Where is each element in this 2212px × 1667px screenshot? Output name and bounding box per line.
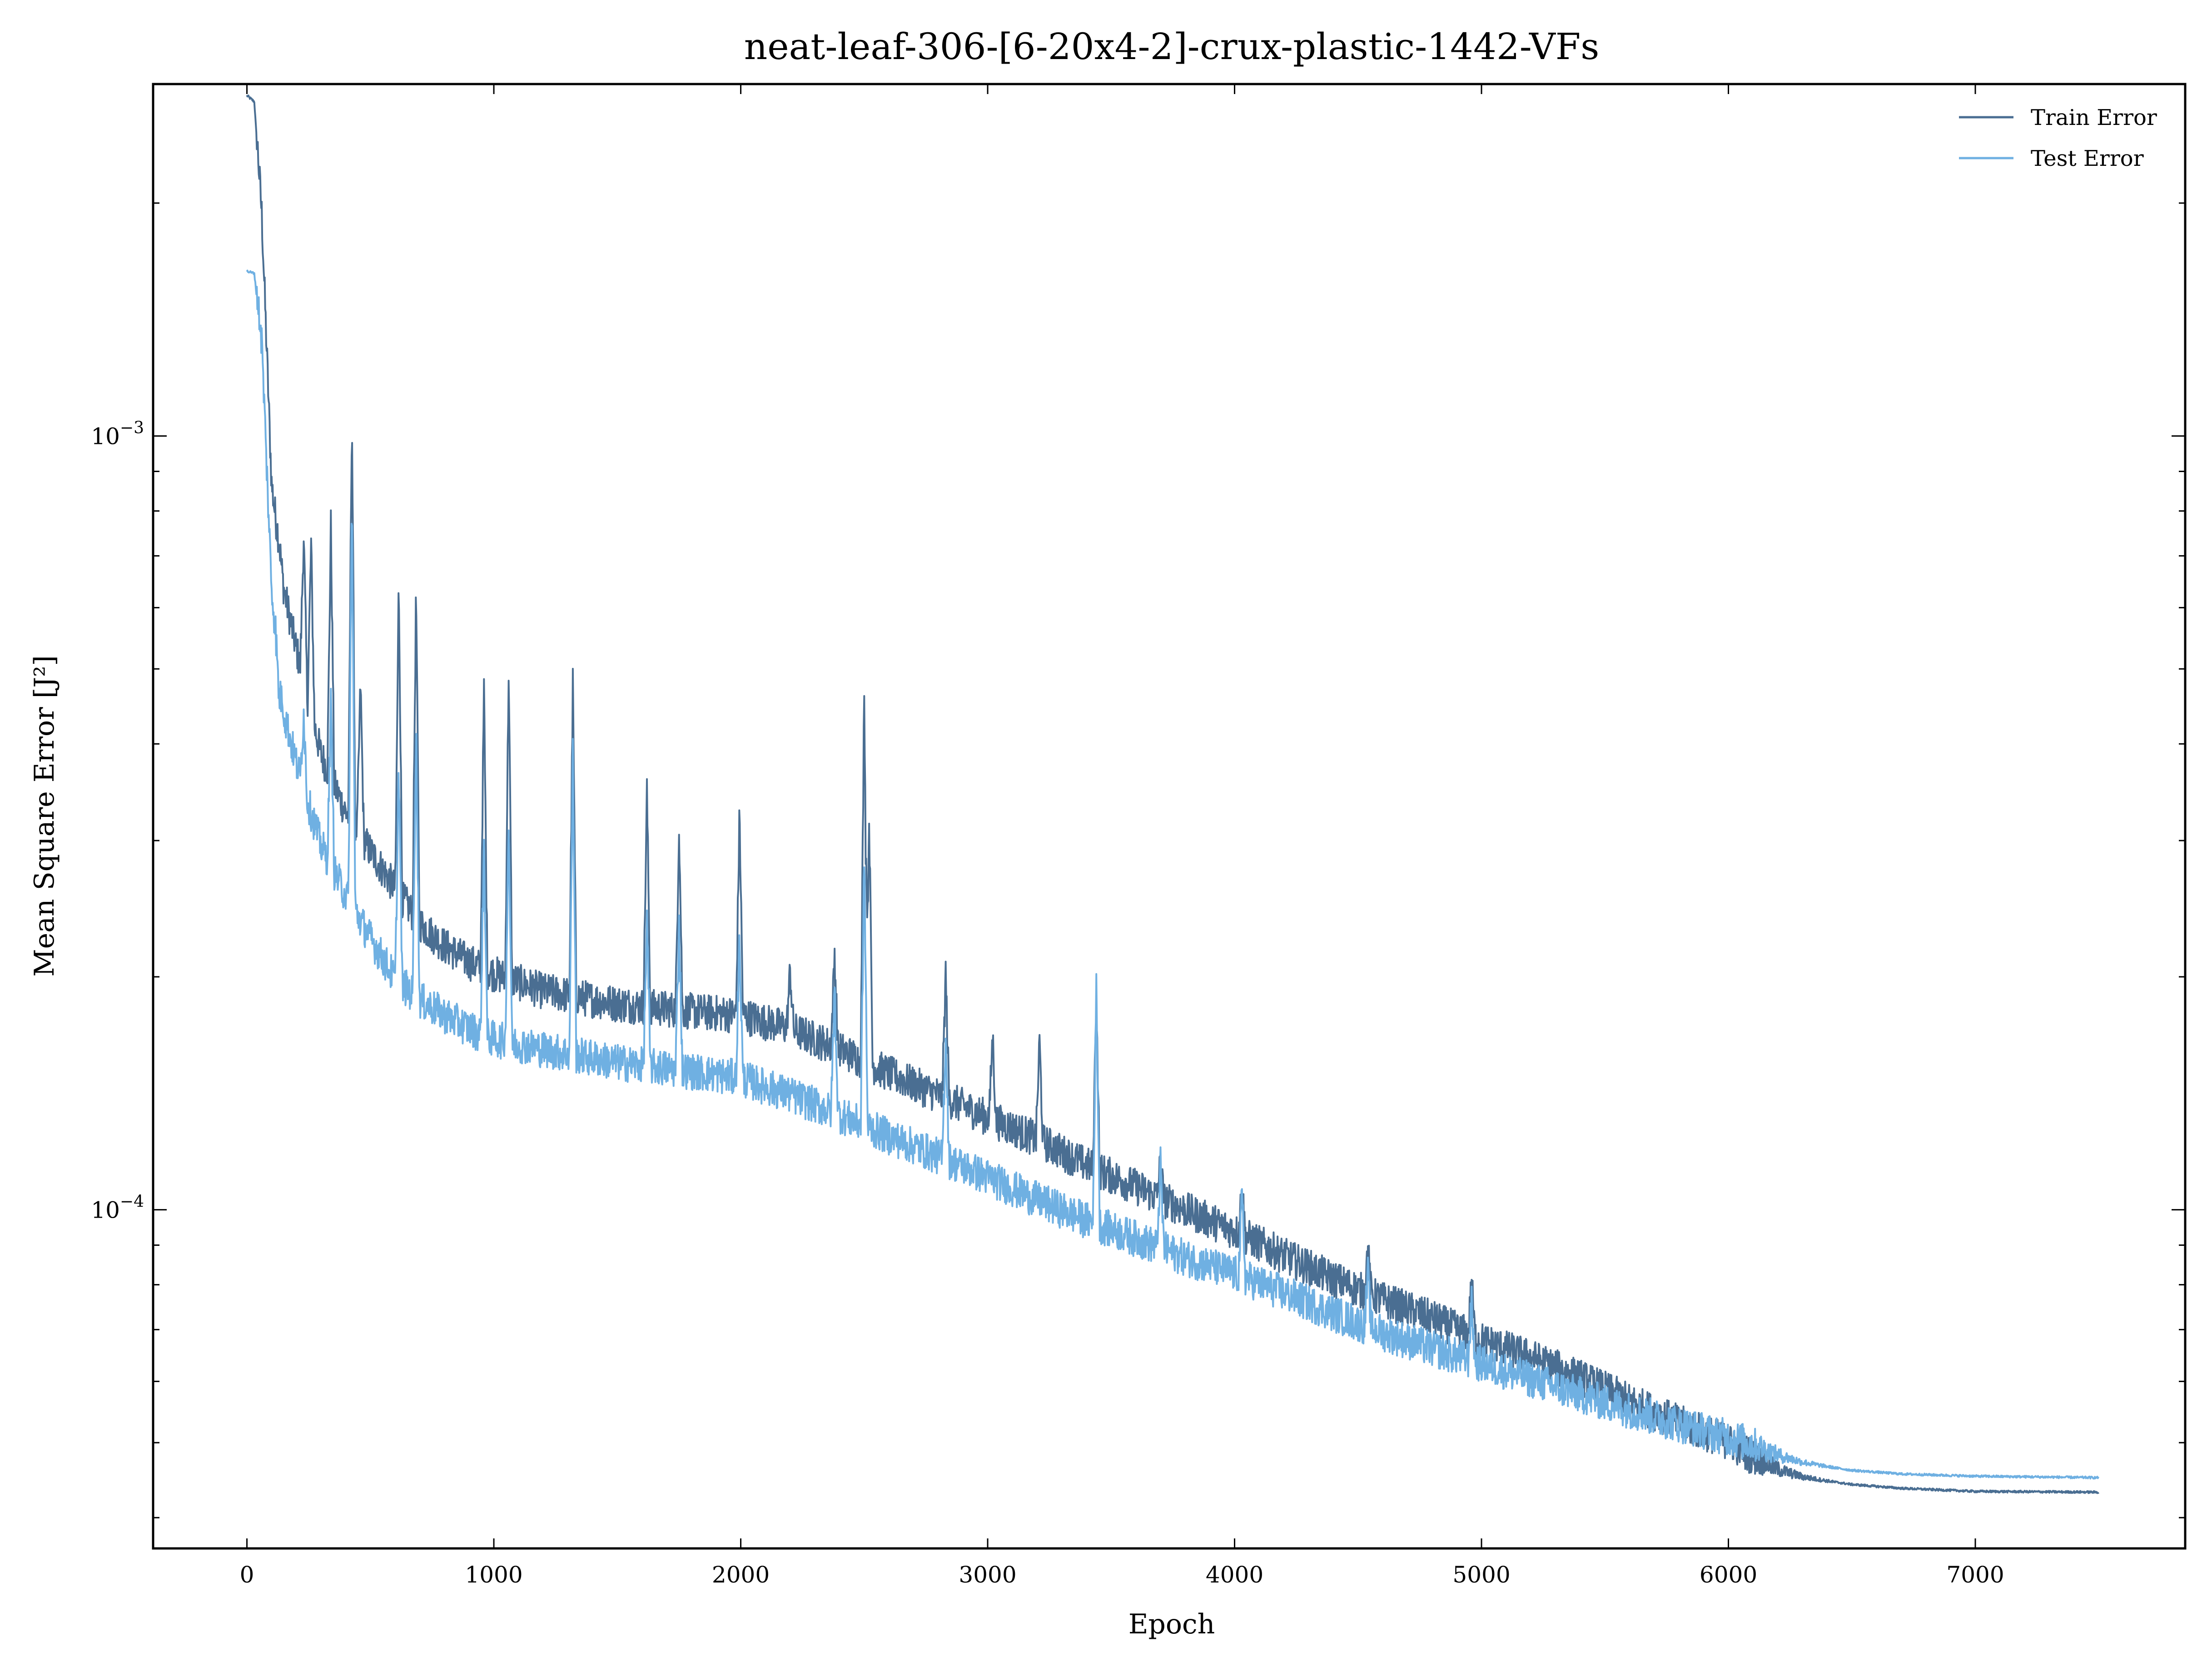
x-tick-label: 0 <box>240 1562 254 1588</box>
plot-area <box>246 95 2100 1494</box>
chart-title: neat-leaf-306-[6-20x4-2]-crux-plastic-14… <box>744 25 1600 68</box>
legend: Train Error Test Error <box>1959 105 2157 171</box>
series-line-test-error <box>246 269 2100 1480</box>
legend-label: Train Error <box>2031 105 2157 130</box>
x-tick-label: 2000 <box>712 1562 770 1588</box>
series-layer <box>246 95 2100 1494</box>
x-tick-label: 7000 <box>1946 1562 2004 1588</box>
x-axis: 0 1000 2000 3000 4000 5000 6000 7000 <box>240 84 2004 1588</box>
y-axis: 10−3 10−4 <box>91 202 2185 1518</box>
x-tick-label: 5000 <box>1452 1562 1510 1588</box>
series-line-train-error <box>246 95 2100 1494</box>
x-axis-label: Epoch <box>1128 1608 1215 1640</box>
y-axis-label: Mean Square Error [J²] <box>29 655 60 977</box>
x-tick-label: 6000 <box>1700 1562 1757 1588</box>
x-tick-label: 4000 <box>1206 1562 1263 1588</box>
y-tick-label: 10−3 <box>91 419 144 450</box>
x-tick-label: 1000 <box>465 1562 522 1588</box>
x-tick-label: 3000 <box>959 1562 1016 1588</box>
y-tick-label: 10−4 <box>91 1193 144 1224</box>
legend-label: Test Error <box>2031 146 2144 171</box>
plot-frame <box>152 83 2187 1550</box>
